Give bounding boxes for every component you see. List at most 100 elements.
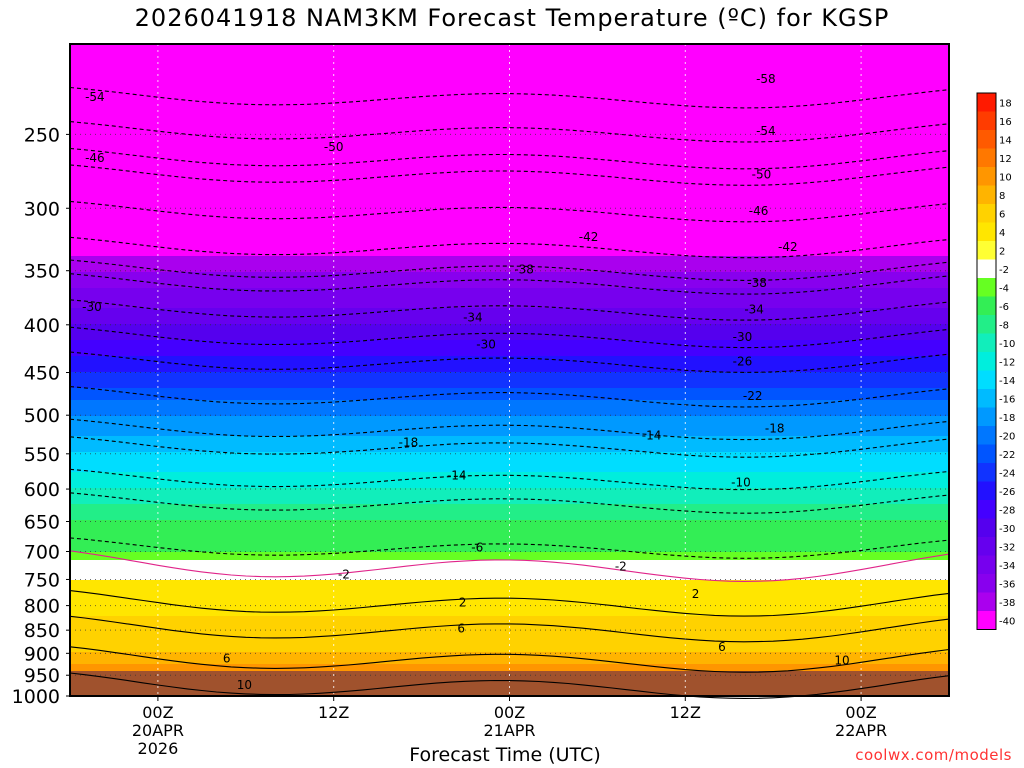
isotherm-solid <box>69 646 950 673</box>
temp-band <box>70 124 949 129</box>
colorbar-label: -8 <box>999 321 1009 332</box>
x-tick-label: 2026 <box>138 739 179 758</box>
temp-band <box>70 556 949 561</box>
temp-band <box>70 424 949 429</box>
isotherm-dashed <box>69 273 950 295</box>
isotherm-dashed <box>69 386 950 408</box>
y-tick-label: 850 <box>24 620 60 642</box>
temp-band <box>70 664 949 669</box>
colorbar-label: 4 <box>999 228 1005 239</box>
contour-label: -10 <box>731 475 751 489</box>
temp-band <box>70 68 949 73</box>
contour-label: -58 <box>756 72 776 86</box>
temp-band <box>70 172 949 177</box>
x-tick-label: 12Z <box>670 703 701 722</box>
colorbar-label: 16 <box>999 117 1012 128</box>
temp-band <box>70 296 949 301</box>
temp-band <box>70 148 949 153</box>
temp-band <box>70 380 949 385</box>
y-tick-label: 1000 <box>12 686 60 708</box>
credit-link[interactable]: coolwx.com/models <box>855 746 1012 764</box>
colorbar-swatch <box>977 407 996 426</box>
y-tick-label: 600 <box>24 479 60 501</box>
temp-band <box>70 472 949 477</box>
y-tick-label: 450 <box>24 363 60 385</box>
temp-band <box>70 256 949 261</box>
x-tick-label: 20APR <box>132 721 184 740</box>
temp-band <box>70 628 949 633</box>
contour-label: -50 <box>752 167 772 181</box>
x-tick-label: 22APR <box>835 721 887 740</box>
isotherm-dashed <box>69 164 950 186</box>
contour-label: -46 <box>85 151 105 165</box>
temp-band <box>70 668 949 673</box>
temp-band <box>70 116 949 121</box>
colorbar-label: -12 <box>999 358 1015 369</box>
contour-label: -42 <box>778 240 798 254</box>
temp-band <box>70 656 949 661</box>
temp-band <box>70 404 949 409</box>
contour-label: 6 <box>223 652 231 666</box>
y-tick-label: 950 <box>24 665 60 687</box>
temp-band <box>70 536 949 541</box>
temp-band <box>70 284 949 289</box>
colorbar-swatch <box>977 574 996 593</box>
temp-band <box>70 260 949 265</box>
colorbar-swatch <box>977 352 996 371</box>
contour-label: -30 <box>82 300 102 314</box>
temp-band <box>70 292 949 297</box>
colorbar-label: -36 <box>999 580 1015 591</box>
temp-band <box>70 496 949 501</box>
temp-band <box>70 560 949 565</box>
y-tick-label: 250 <box>24 124 60 146</box>
contour-label: 10 <box>237 678 252 692</box>
temp-band <box>70 128 949 133</box>
contour-label: -26 <box>733 355 753 369</box>
colorbar-swatch <box>977 241 996 260</box>
colorbar-label: 12 <box>999 154 1012 165</box>
temp-band <box>70 412 949 417</box>
temp-band <box>70 508 949 513</box>
temp-band <box>70 568 949 573</box>
x-axis-title: Forecast Time (UTC) <box>409 744 601 766</box>
temp-band <box>70 464 949 469</box>
contour-label: 6 <box>718 640 726 654</box>
temp-band <box>70 44 949 49</box>
isotherm-dashed <box>69 259 950 281</box>
y-tick-label: 500 <box>24 405 60 427</box>
temp-band <box>70 220 949 225</box>
colorbar-label: 8 <box>999 191 1005 202</box>
colorbar-label: 18 <box>999 99 1012 110</box>
colorbar-swatch <box>977 481 996 500</box>
temp-band <box>70 392 949 397</box>
contour-label: 2 <box>692 587 700 601</box>
temp-band <box>70 452 949 457</box>
temp-band <box>70 344 949 349</box>
x-tick-label: 00Z <box>494 703 525 722</box>
temp-band <box>70 368 949 373</box>
colorbar-label: -16 <box>999 395 1015 406</box>
contour-label: 10 <box>834 653 849 667</box>
y-tick-label: 900 <box>24 643 60 665</box>
temp-band <box>70 244 949 249</box>
colorbar-swatch <box>977 370 996 389</box>
temp-band <box>70 208 949 213</box>
colorbar-swatch <box>977 111 996 130</box>
contour-label: -2 <box>338 568 350 582</box>
colorbar-label: -38 <box>999 598 1015 609</box>
contour-label: 2 <box>459 596 467 610</box>
colorbar-label: -4 <box>999 284 1009 295</box>
temp-band <box>70 356 949 361</box>
y-tick-label: 800 <box>24 596 60 618</box>
temp-band <box>70 52 949 57</box>
isotherm-dashed <box>69 236 950 259</box>
colorbar-swatch <box>977 222 996 241</box>
temp-band <box>70 100 949 105</box>
temp-band <box>70 352 949 357</box>
colorbar-swatch <box>977 130 996 149</box>
colorbar-label: -6 <box>999 302 1009 313</box>
temp-band <box>70 104 949 109</box>
contour-label: -22 <box>743 389 763 403</box>
temp-band <box>70 632 949 637</box>
isotherm-dashed <box>69 468 950 491</box>
